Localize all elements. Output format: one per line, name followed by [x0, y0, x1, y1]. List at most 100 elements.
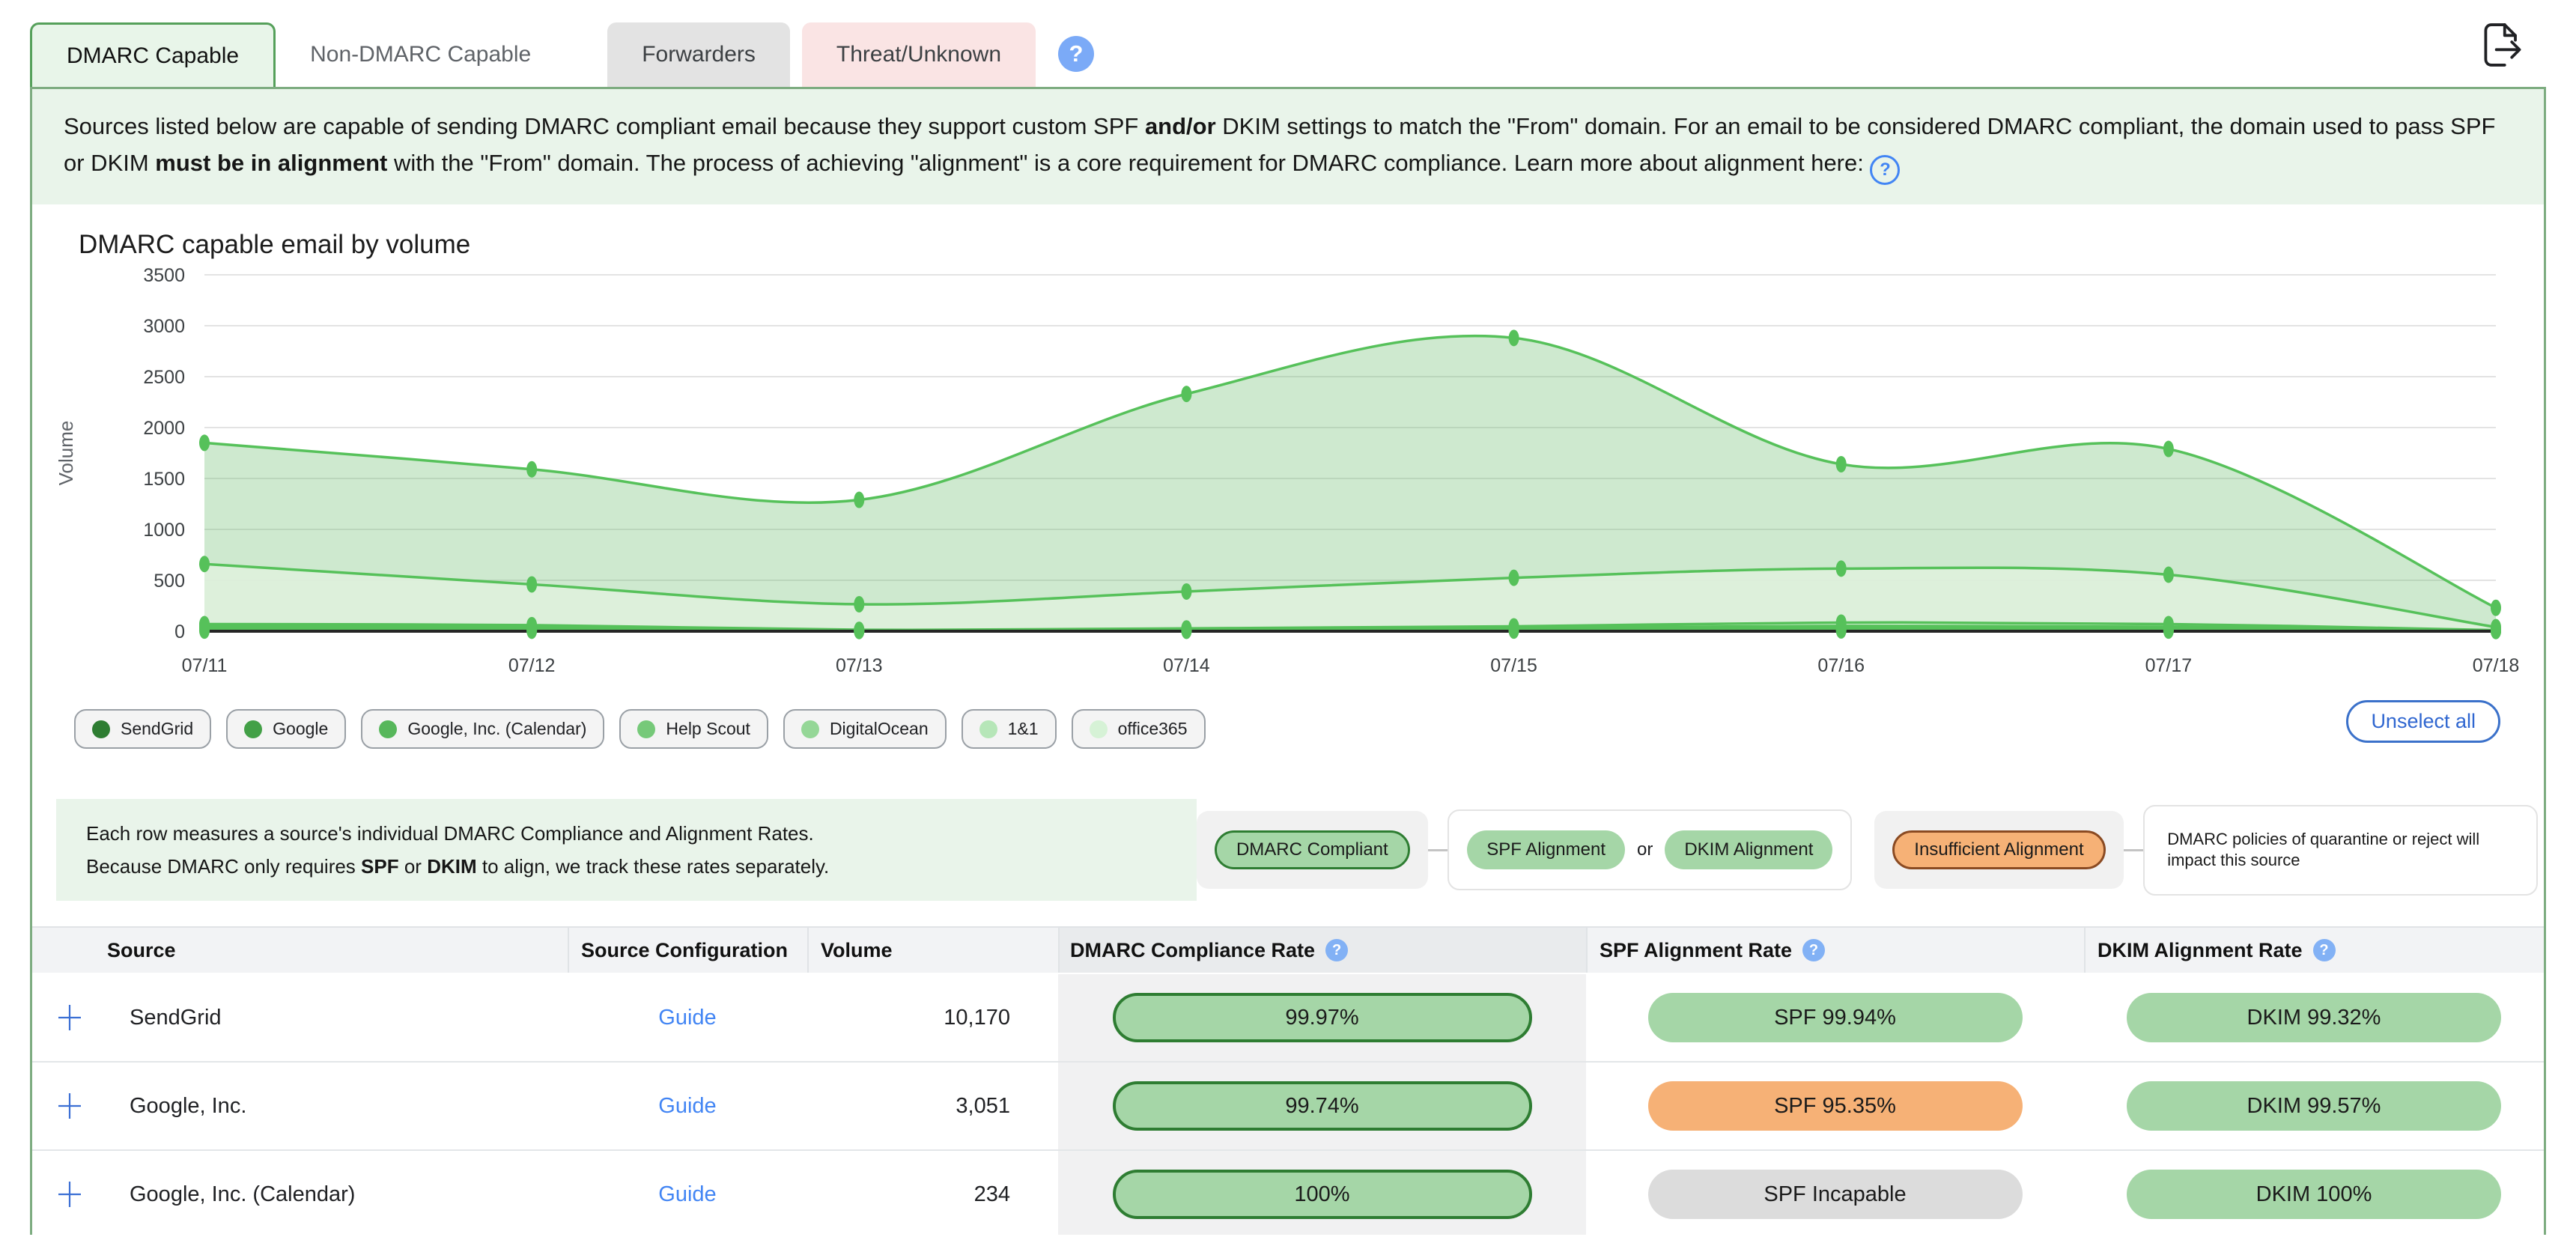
table-row: Google, Inc. (Calendar) Guide 234 100% SPF I… — [32, 1151, 2544, 1235]
expand-row-button[interactable] — [32, 1001, 107, 1034]
spf-rate-pill: SPF 99.94% — [1647, 993, 2023, 1043]
series-chip[interactable]: office365 — [1071, 709, 1206, 750]
dkim-rate-pill: DKIM 99.57% — [2127, 1081, 2501, 1131]
svg-text:2000: 2000 — [143, 418, 185, 439]
tab-non-dmarc-capable[interactable]: Non-DMARC Capable — [276, 22, 566, 87]
series-color-dot — [637, 720, 656, 738]
dkim-help-icon[interactable]: ? — [2312, 939, 2336, 962]
svg-text:07/16: 07/16 — [1817, 655, 1865, 676]
dkim-rate-pill: DKIM 100% — [2127, 1170, 2501, 1220]
source-name: Google, Inc. — [130, 1093, 247, 1118]
plain-text: or — [398, 855, 428, 878]
series-chip-label: DigitalOcean — [829, 719, 929, 739]
svg-text:07/15: 07/15 — [1490, 655, 1537, 676]
volume-area-chart: 0 500 1000 1500 2000 2500 3000 3500 07/11 07/12 07… — [55, 265, 2520, 676]
emphasis-text: must be in alignment — [155, 149, 388, 176]
expand-row-button[interactable] — [32, 1178, 107, 1211]
series-chip[interactable]: SendGrid — [74, 709, 212, 750]
legend-or-label: or — [1637, 839, 1653, 860]
series-chip-row: SendGrid Google Google, Inc. (Calendar) Hel… — [32, 690, 2544, 756]
series-chip[interactable]: Google, Inc. (Calendar) — [361, 709, 605, 750]
rates-note-line1: Each row measures a source's individual … — [86, 821, 814, 845]
banner-text: Sources listed below are capable of send… — [64, 113, 2495, 176]
guide-link[interactable]: Guide — [658, 1182, 717, 1206]
series-color-dot — [379, 720, 398, 738]
unselect-all-button[interactable]: Unselect all — [2346, 699, 2500, 743]
plain-text: with the "From" domain. The process of a… — [387, 149, 1871, 176]
plus-icon — [58, 1005, 81, 1031]
spf-rate-pill: SPF Incapable — [1647, 1170, 2023, 1220]
svg-text:1000: 1000 — [143, 520, 185, 541]
export-button[interactable] — [2473, 16, 2530, 77]
table-row: SendGrid Guide 10,170 99.97% SPF 99.94% DKIM … — [32, 974, 2544, 1063]
plain-text: Because DMARC only requires — [86, 855, 362, 878]
compliance-help-icon[interactable]: ? — [1325, 939, 1349, 962]
rate-legend: DMARC Compliant SPF Alignment or DKIM Al… — [1196, 804, 2538, 896]
sources-table-header: Source Source Configuration Volume DMARC… — [32, 928, 2544, 975]
guide-link[interactable]: Guide — [658, 1093, 717, 1118]
source-name: SendGrid — [130, 1005, 222, 1030]
plain-text: DKIM settings to match the "From" domain… — [64, 113, 2496, 176]
header-expand-spacer — [32, 928, 107, 973]
legend-insufficient-pill: Insufficient Alignment — [1892, 830, 2106, 870]
svg-text:07/14: 07/14 — [1163, 655, 1210, 676]
svg-text:2500: 2500 — [143, 367, 185, 388]
emphasis-text: SPF — [361, 855, 399, 878]
rates-note: Each row measures a source's individual … — [56, 798, 1197, 902]
header-dmarc-compliance-rate: DMARC Compliance Rate? — [1058, 928, 1586, 973]
alignment-help-icon[interactable]: ? — [1870, 154, 1901, 185]
plain-text: to align, we track these rates separatel… — [476, 855, 830, 878]
series-chip-label: Google, Inc. (Calendar) — [407, 719, 587, 739]
series-color-dot — [979, 720, 997, 738]
volume-value: 10,170 — [944, 1005, 1010, 1030]
tab-forwarders[interactable]: Forwarders — [607, 22, 790, 87]
svg-text:Volume: Volume — [55, 421, 77, 486]
tab-dmarc-capable[interactable]: DMARC Capable — [30, 22, 276, 87]
series-chip-label: SendGrid — [121, 719, 194, 739]
dkim-rate-pill: DKIM 99.32% — [2127, 993, 2501, 1043]
series-chip-label: Google — [273, 719, 329, 739]
dmarc-compliance-pill: 100% — [1112, 1170, 1532, 1220]
series-chip[interactable]: 1&1 — [961, 709, 1057, 750]
svg-text:07/13: 07/13 — [836, 655, 883, 676]
header-volume: Volume — [807, 928, 1058, 973]
plain-text: Sources listed below are capable of send… — [64, 113, 1145, 139]
chart-title: DMARC capable email by volume — [79, 229, 471, 259]
volume-value: 3,051 — [956, 1093, 1010, 1118]
rates-note-line2: Because DMARC only requires SPF or DKIM … — [86, 850, 1167, 883]
tabs-help-icon[interactable]: ? — [1058, 36, 1095, 72]
guide-link[interactable]: Guide — [658, 1005, 717, 1030]
svg-text:07/12: 07/12 — [508, 655, 556, 676]
series-chip[interactable]: Google — [226, 709, 347, 750]
header-dkim-alignment-rate: DKIM Alignment Rate? — [2084, 928, 2544, 973]
spf-help-icon[interactable]: ? — [1802, 939, 1826, 962]
sources-table-body: SendGrid Guide 10,170 99.97% SPF 99.94% DKIM … — [32, 974, 2544, 1235]
legend-dkim-alignment-pill: DKIM Alignment — [1665, 830, 1833, 870]
svg-text:3000: 3000 — [143, 316, 185, 337]
svg-text:07/11: 07/11 — [182, 655, 228, 676]
legend-impact-card: DMARC policies of quarantine or reject w… — [2143, 804, 2538, 896]
svg-text:1500: 1500 — [143, 469, 185, 490]
svg-text:0: 0 — [174, 621, 185, 642]
volume-value: 234 — [973, 1182, 1010, 1206]
svg-text:07/18: 07/18 — [2473, 655, 2520, 676]
svg-text:07/17: 07/17 — [2145, 655, 2193, 676]
header-source: Source — [107, 938, 176, 961]
source-name: Google, Inc. (Calendar) — [130, 1182, 356, 1206]
series-chip[interactable]: Help Scout — [619, 709, 768, 750]
export-icon — [2484, 23, 2521, 67]
sources-table: Source Source Configuration Volume DMARC… — [32, 926, 2544, 1235]
legend-insufficient-card: Insufficient Alignment — [1874, 811, 2124, 890]
series-chip-label: office365 — [1117, 719, 1188, 739]
legend-compliant-card: DMARC Compliant — [1196, 811, 1428, 890]
banner-description: Sources listed below are capable of send… — [32, 89, 2544, 204]
dmarc-capable-panel: Sources listed below are capable of send… — [30, 87, 2546, 1235]
legend-connector — [2123, 848, 2144, 851]
tab-threat-unknown[interactable]: Threat/Unknown — [801, 22, 1036, 87]
series-color-dot — [92, 720, 110, 738]
emphasis-text: DKIM — [427, 855, 477, 878]
svg-text:500: 500 — [154, 571, 185, 592]
series-chip[interactable]: DigitalOcean — [783, 709, 947, 750]
expand-row-button[interactable] — [32, 1089, 107, 1122]
legend-dmarc-compliant-pill: DMARC Compliant — [1214, 830, 1410, 870]
